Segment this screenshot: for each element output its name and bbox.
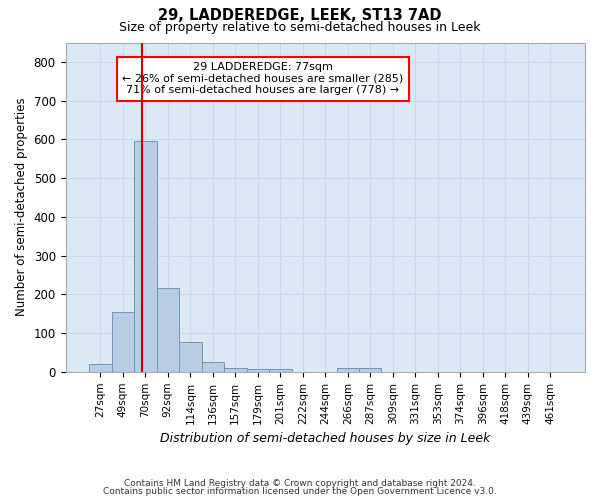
Bar [224, 368, 247, 372]
Bar [134, 142, 157, 372]
Bar [337, 368, 359, 372]
X-axis label: Distribution of semi-detached houses by size in Leek: Distribution of semi-detached houses by … [160, 432, 490, 445]
Text: Size of property relative to semi-detached houses in Leek: Size of property relative to semi-detach… [119, 21, 481, 34]
Bar [247, 368, 269, 372]
Bar [179, 342, 202, 372]
Bar [359, 368, 382, 372]
Bar [157, 288, 179, 372]
Y-axis label: Number of semi-detached properties: Number of semi-detached properties [15, 98, 28, 316]
Bar [269, 370, 292, 372]
Bar [89, 364, 112, 372]
Bar [202, 362, 224, 372]
Bar [112, 312, 134, 372]
Text: 29 LADDEREDGE: 77sqm
← 26% of semi-detached houses are smaller (285)
71% of semi: 29 LADDEREDGE: 77sqm ← 26% of semi-detac… [122, 62, 404, 96]
Text: 29, LADDEREDGE, LEEK, ST13 7AD: 29, LADDEREDGE, LEEK, ST13 7AD [158, 8, 442, 22]
Text: Contains public sector information licensed under the Open Government Licence v3: Contains public sector information licen… [103, 487, 497, 496]
Text: Contains HM Land Registry data © Crown copyright and database right 2024.: Contains HM Land Registry data © Crown c… [124, 478, 476, 488]
